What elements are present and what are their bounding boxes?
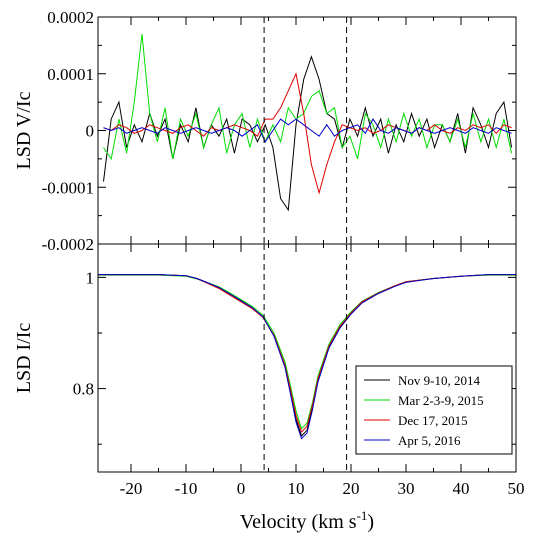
bottom-panel-frame (97, 243, 517, 473)
legend-box (355, 365, 513, 455)
bottom-series-line-3 (98, 274, 516, 440)
top-series-line-1 (103, 33, 513, 161)
bottom-y-tick-label-0: 0.8 (73, 380, 94, 399)
top-panel: -0.0002 -0.0001 0 0.0001 0.0002 LSD V/Ic (13, 8, 517, 254)
legend-label-3: Apr 5, 2016 (398, 433, 461, 448)
x-tick-label-2: 0 (237, 479, 246, 498)
x-axis-label-close: ) (367, 511, 374, 533)
legend: Nov 9-10, 2014 Mar 2-3-9, 2015 Dec 17, 201… (355, 365, 513, 455)
legend-label-2: Dec 17, 2015 (398, 413, 468, 428)
top-series-line-2 (103, 72, 512, 195)
x-tick-label-7: 50 (508, 479, 525, 498)
legend-label-0: Nov 9-10, 2014 (398, 373, 480, 388)
x-tick-label-1: -10 (175, 479, 198, 498)
bottom-ticks-group: 0.8 1 -20 -10 0 10 20 30 40 50 (73, 244, 525, 498)
bottom-panel: 0.8 1 -20 -10 0 10 20 30 40 50 LSD I/Ic Velocity … (13, 243, 525, 533)
x-tick-label-6: 40 (453, 479, 470, 498)
top-vlines-group (263, 17, 348, 244)
bottom-y-axis-label: LSD I/Ic (13, 323, 35, 394)
x-axis-label: Velocity (km s-1) (240, 508, 374, 533)
x-axis-label-superscript: -1 (357, 508, 368, 523)
bottom-vlines-group (263, 244, 348, 472)
top-series-group (103, 33, 513, 212)
top-y-tick-label-4: 0.0002 (47, 8, 94, 27)
x-tick-label-0: -20 (120, 479, 143, 498)
x-tick-label-4: 20 (343, 479, 360, 498)
x-axis-label-main: Velocity (km s (240, 511, 357, 533)
x-tick-label-5: 30 (398, 479, 415, 498)
top-y-axis-label: LSD V/Ic (13, 91, 35, 169)
bottom-y-tick-label-1: 1 (86, 268, 95, 287)
bottom-series-group (98, 274, 516, 440)
top-ticks-group: -0.0002 -0.0001 0 0.0001 0.0002 (42, 8, 517, 254)
top-y-tick-label-3: 0.0001 (47, 65, 94, 84)
top-y-tick-label-1: -0.0001 (42, 178, 94, 197)
legend-label-1: Mar 2-3-9, 2015 (398, 393, 484, 408)
top-series-line-3 (103, 118, 512, 143)
x-tick-label-3: 10 (288, 479, 305, 498)
top-y-tick-label-0: -0.0002 (42, 235, 94, 254)
top-y-tick-label-2: 0 (86, 122, 95, 141)
